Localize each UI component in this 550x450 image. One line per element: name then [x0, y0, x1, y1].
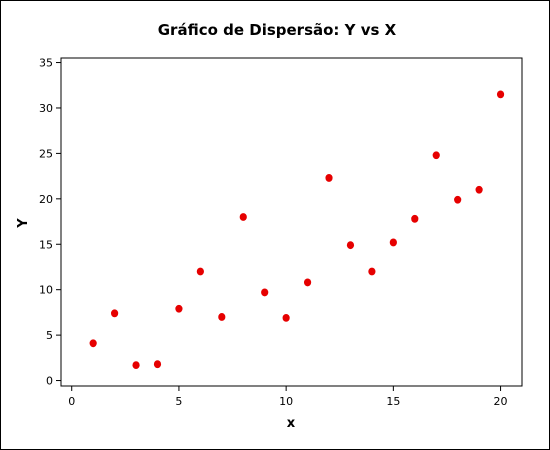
x-tick-label-4: 20	[494, 395, 508, 408]
y-tick-label-1: 5	[46, 329, 53, 342]
data-point-11	[325, 174, 333, 182]
y-tick-label-7: 35	[39, 57, 53, 70]
x-axis: 0 5 10 15 20	[68, 386, 508, 408]
data-point-0	[89, 339, 97, 348]
y-tick-label-0: 0	[46, 375, 53, 388]
data-point-13	[368, 267, 376, 276]
data-point-1	[111, 309, 119, 318]
y-tick-label-3: 15	[39, 238, 53, 251]
x-axis-label: x	[287, 416, 296, 431]
data-point-8	[261, 288, 269, 297]
y-tick-label-4: 20	[39, 193, 53, 206]
y-tick-label-5: 25	[39, 147, 53, 160]
y-tick-label-6: 30	[39, 102, 53, 115]
data-point-19	[496, 90, 505, 99]
y-tick-label-2: 10	[39, 284, 53, 297]
data-point-16	[432, 151, 440, 160]
y-axis-label: Y	[16, 218, 31, 229]
data-point-4	[175, 304, 183, 313]
data-point-9	[282, 313, 290, 322]
data-point-15	[411, 214, 419, 223]
data-point-14	[389, 238, 397, 247]
plot-area	[60, 57, 523, 387]
x-tick-label-1: 5	[175, 395, 182, 408]
chart-title: Gráfico de Dispersão: Y vs X	[158, 21, 397, 39]
data-point-6	[218, 313, 226, 321]
x-tick-label-0: 0	[68, 395, 75, 408]
y-axis: 0 5 10 15 20 25 30 35	[39, 57, 61, 388]
data-point-18	[475, 185, 483, 194]
data-point-2	[132, 361, 140, 370]
data-point-17	[454, 195, 462, 204]
data-point-5	[196, 267, 204, 276]
data-point-7	[239, 213, 247, 221]
data-point-3	[153, 360, 162, 369]
data-points	[89, 90, 505, 370]
x-tick-label-2: 10	[279, 395, 293, 408]
data-point-12	[346, 241, 355, 250]
data-point-10	[303, 278, 312, 287]
x-tick-label-3: 15	[386, 395, 400, 408]
